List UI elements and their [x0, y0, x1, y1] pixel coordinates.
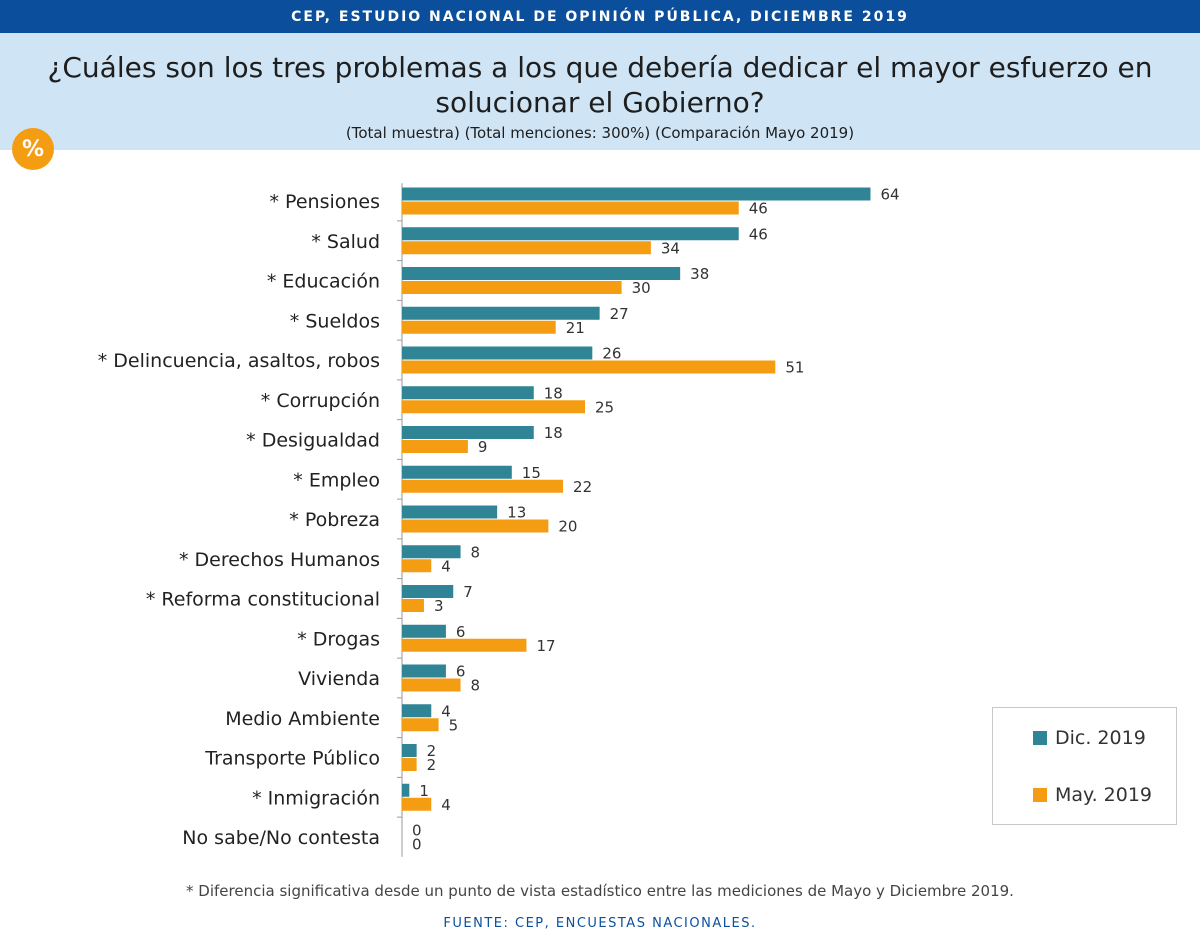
data-label-may-2019: 51 — [785, 359, 804, 377]
bar-may-2019 — [402, 638, 527, 652]
data-label-may-2019: 0 — [412, 836, 422, 854]
category-label: * Drogas — [297, 628, 380, 650]
chart-subtitle: (Total muestra) (Total menciones: 300%) … — [345, 124, 855, 142]
bar-dic-2019 — [402, 505, 498, 519]
bar-dic-2019 — [402, 545, 461, 559]
data-label-dic-2019: 13 — [507, 504, 526, 522]
legend-item-may-2019: May. 2019 — [1033, 784, 1152, 806]
bar-dic-2019 — [402, 267, 681, 280]
top-banner: CEP, ESTUDIO NACIONAL DE OPINIÓN PÚBLICA… — [0, 0, 1200, 33]
bar-dic-2019 — [402, 346, 593, 360]
data-label-may-2019: 21 — [566, 319, 585, 337]
bar-may-2019 — [402, 758, 417, 771]
data-label-dic-2019: 15 — [522, 464, 541, 482]
bar-dic-2019 — [402, 664, 446, 678]
data-label-dic-2019: 64 — [880, 186, 899, 204]
legend-swatch-may-2019 — [1033, 788, 1047, 802]
legend-item-dic-2019: Dic. 2019 — [1033, 727, 1146, 749]
data-label-may-2019: 20 — [558, 518, 577, 536]
category-label: * Pensiones — [270, 191, 380, 213]
top-banner-text: CEP, ESTUDIO NACIONAL DE OPINIÓN PÚBLICA… — [291, 8, 909, 25]
bar-dic-2019 — [402, 585, 454, 598]
data-label-may-2019: 17 — [536, 637, 555, 655]
data-label-may-2019: 5 — [449, 716, 459, 734]
data-label-dic-2019: 18 — [544, 424, 563, 442]
data-label-dic-2019: 8 — [471, 543, 481, 561]
bar-may-2019 — [402, 241, 651, 255]
category-label: * Inmigración — [252, 787, 380, 809]
bar-may-2019 — [402, 797, 432, 811]
data-label-dic-2019: 46 — [749, 225, 768, 243]
header: ¿Cuáles son los tres problemas a los que… — [0, 33, 1200, 150]
data-label-dic-2019: 18 — [544, 384, 563, 402]
bar-may-2019 — [402, 440, 468, 453]
bar-dic-2019 — [402, 306, 600, 320]
bar-dic-2019 — [402, 783, 410, 797]
category-label: No sabe/No contesta — [182, 827, 380, 849]
bar-may-2019 — [402, 281, 622, 294]
bar-may-2019 — [402, 519, 549, 533]
bar-dic-2019 — [402, 426, 534, 439]
data-label-may-2019: 4 — [441, 557, 451, 575]
bar-may-2019 — [402, 559, 432, 573]
bar-dic-2019 — [402, 227, 739, 241]
bar-may-2019 — [402, 320, 556, 334]
category-label: * Corrupción — [261, 390, 380, 412]
data-label-may-2019: 4 — [441, 796, 451, 814]
category-label: Vivienda — [298, 668, 380, 690]
data-label-may-2019: 9 — [478, 438, 488, 456]
data-label-dic-2019: 27 — [610, 305, 629, 323]
data-label-dic-2019: 4 — [441, 702, 451, 720]
source: FUENTE: CEP, ENCUESTAS NACIONALES. — [443, 916, 757, 931]
legend: Dic. 2019 May. 2019 — [992, 707, 1177, 825]
category-label: * Reforma constitucional — [146, 589, 380, 611]
bar-may-2019 — [402, 479, 564, 493]
bar-dic-2019 — [402, 386, 534, 400]
bar-may-2019 — [402, 360, 776, 374]
bar-may-2019 — [402, 400, 585, 414]
category-label: Transporte Público — [204, 748, 380, 770]
data-label-dic-2019: 7 — [463, 583, 473, 601]
data-label-dic-2019: 38 — [690, 265, 709, 283]
data-label-dic-2019: 2 — [427, 742, 437, 760]
data-label-dic-2019: 6 — [456, 623, 466, 641]
category-label: * Derechos Humanos — [179, 549, 380, 571]
data-label-may-2019: 30 — [632, 279, 651, 297]
category-label: * Pobreza — [289, 509, 380, 531]
footnote: * Diferencia significativa desde un punt… — [186, 882, 1014, 900]
category-label: Medio Ambiente — [225, 708, 380, 730]
bar-may-2019 — [402, 599, 424, 612]
bar-may-2019 — [402, 201, 739, 215]
category-label: * Sueldos — [290, 310, 380, 332]
data-label-may-2019: 2 — [427, 756, 437, 774]
category-label: * Educación — [267, 271, 380, 293]
bar-may-2019 — [402, 678, 461, 692]
data-label-dic-2019: 6 — [456, 663, 466, 681]
legend-label-dic-2019: Dic. 2019 — [1055, 727, 1146, 749]
category-label: * Desigualdad — [246, 430, 380, 452]
data-label-may-2019: 8 — [471, 677, 481, 695]
data-label-may-2019: 3 — [434, 597, 444, 615]
bar-dic-2019 — [402, 704, 432, 718]
bar-dic-2019 — [402, 624, 446, 638]
bar-dic-2019 — [402, 187, 871, 201]
data-label-may-2019: 34 — [661, 239, 680, 257]
category-label: * Delincuencia, asaltos, robos — [98, 350, 380, 372]
legend-swatch-dic-2019 — [1033, 731, 1047, 745]
data-label-dic-2019: 1 — [419, 782, 429, 800]
category-label: * Salud — [311, 231, 380, 253]
legend-label-may-2019: May. 2019 — [1055, 784, 1153, 806]
bar-may-2019 — [402, 718, 439, 732]
bar-dic-2019 — [402, 465, 512, 479]
data-label-may-2019: 46 — [749, 200, 768, 218]
percent-badge-icon: % — [12, 128, 54, 170]
data-label-dic-2019: 0 — [412, 822, 422, 840]
bar-dic-2019 — [402, 744, 417, 757]
data-label-may-2019: 25 — [595, 398, 614, 416]
data-label-may-2019: 22 — [573, 478, 592, 496]
category-label: * Empleo — [293, 469, 380, 491]
data-label-dic-2019: 26 — [602, 345, 621, 363]
chart-title: ¿Cuáles son los tres problemas a los que… — [47, 51, 1153, 119]
